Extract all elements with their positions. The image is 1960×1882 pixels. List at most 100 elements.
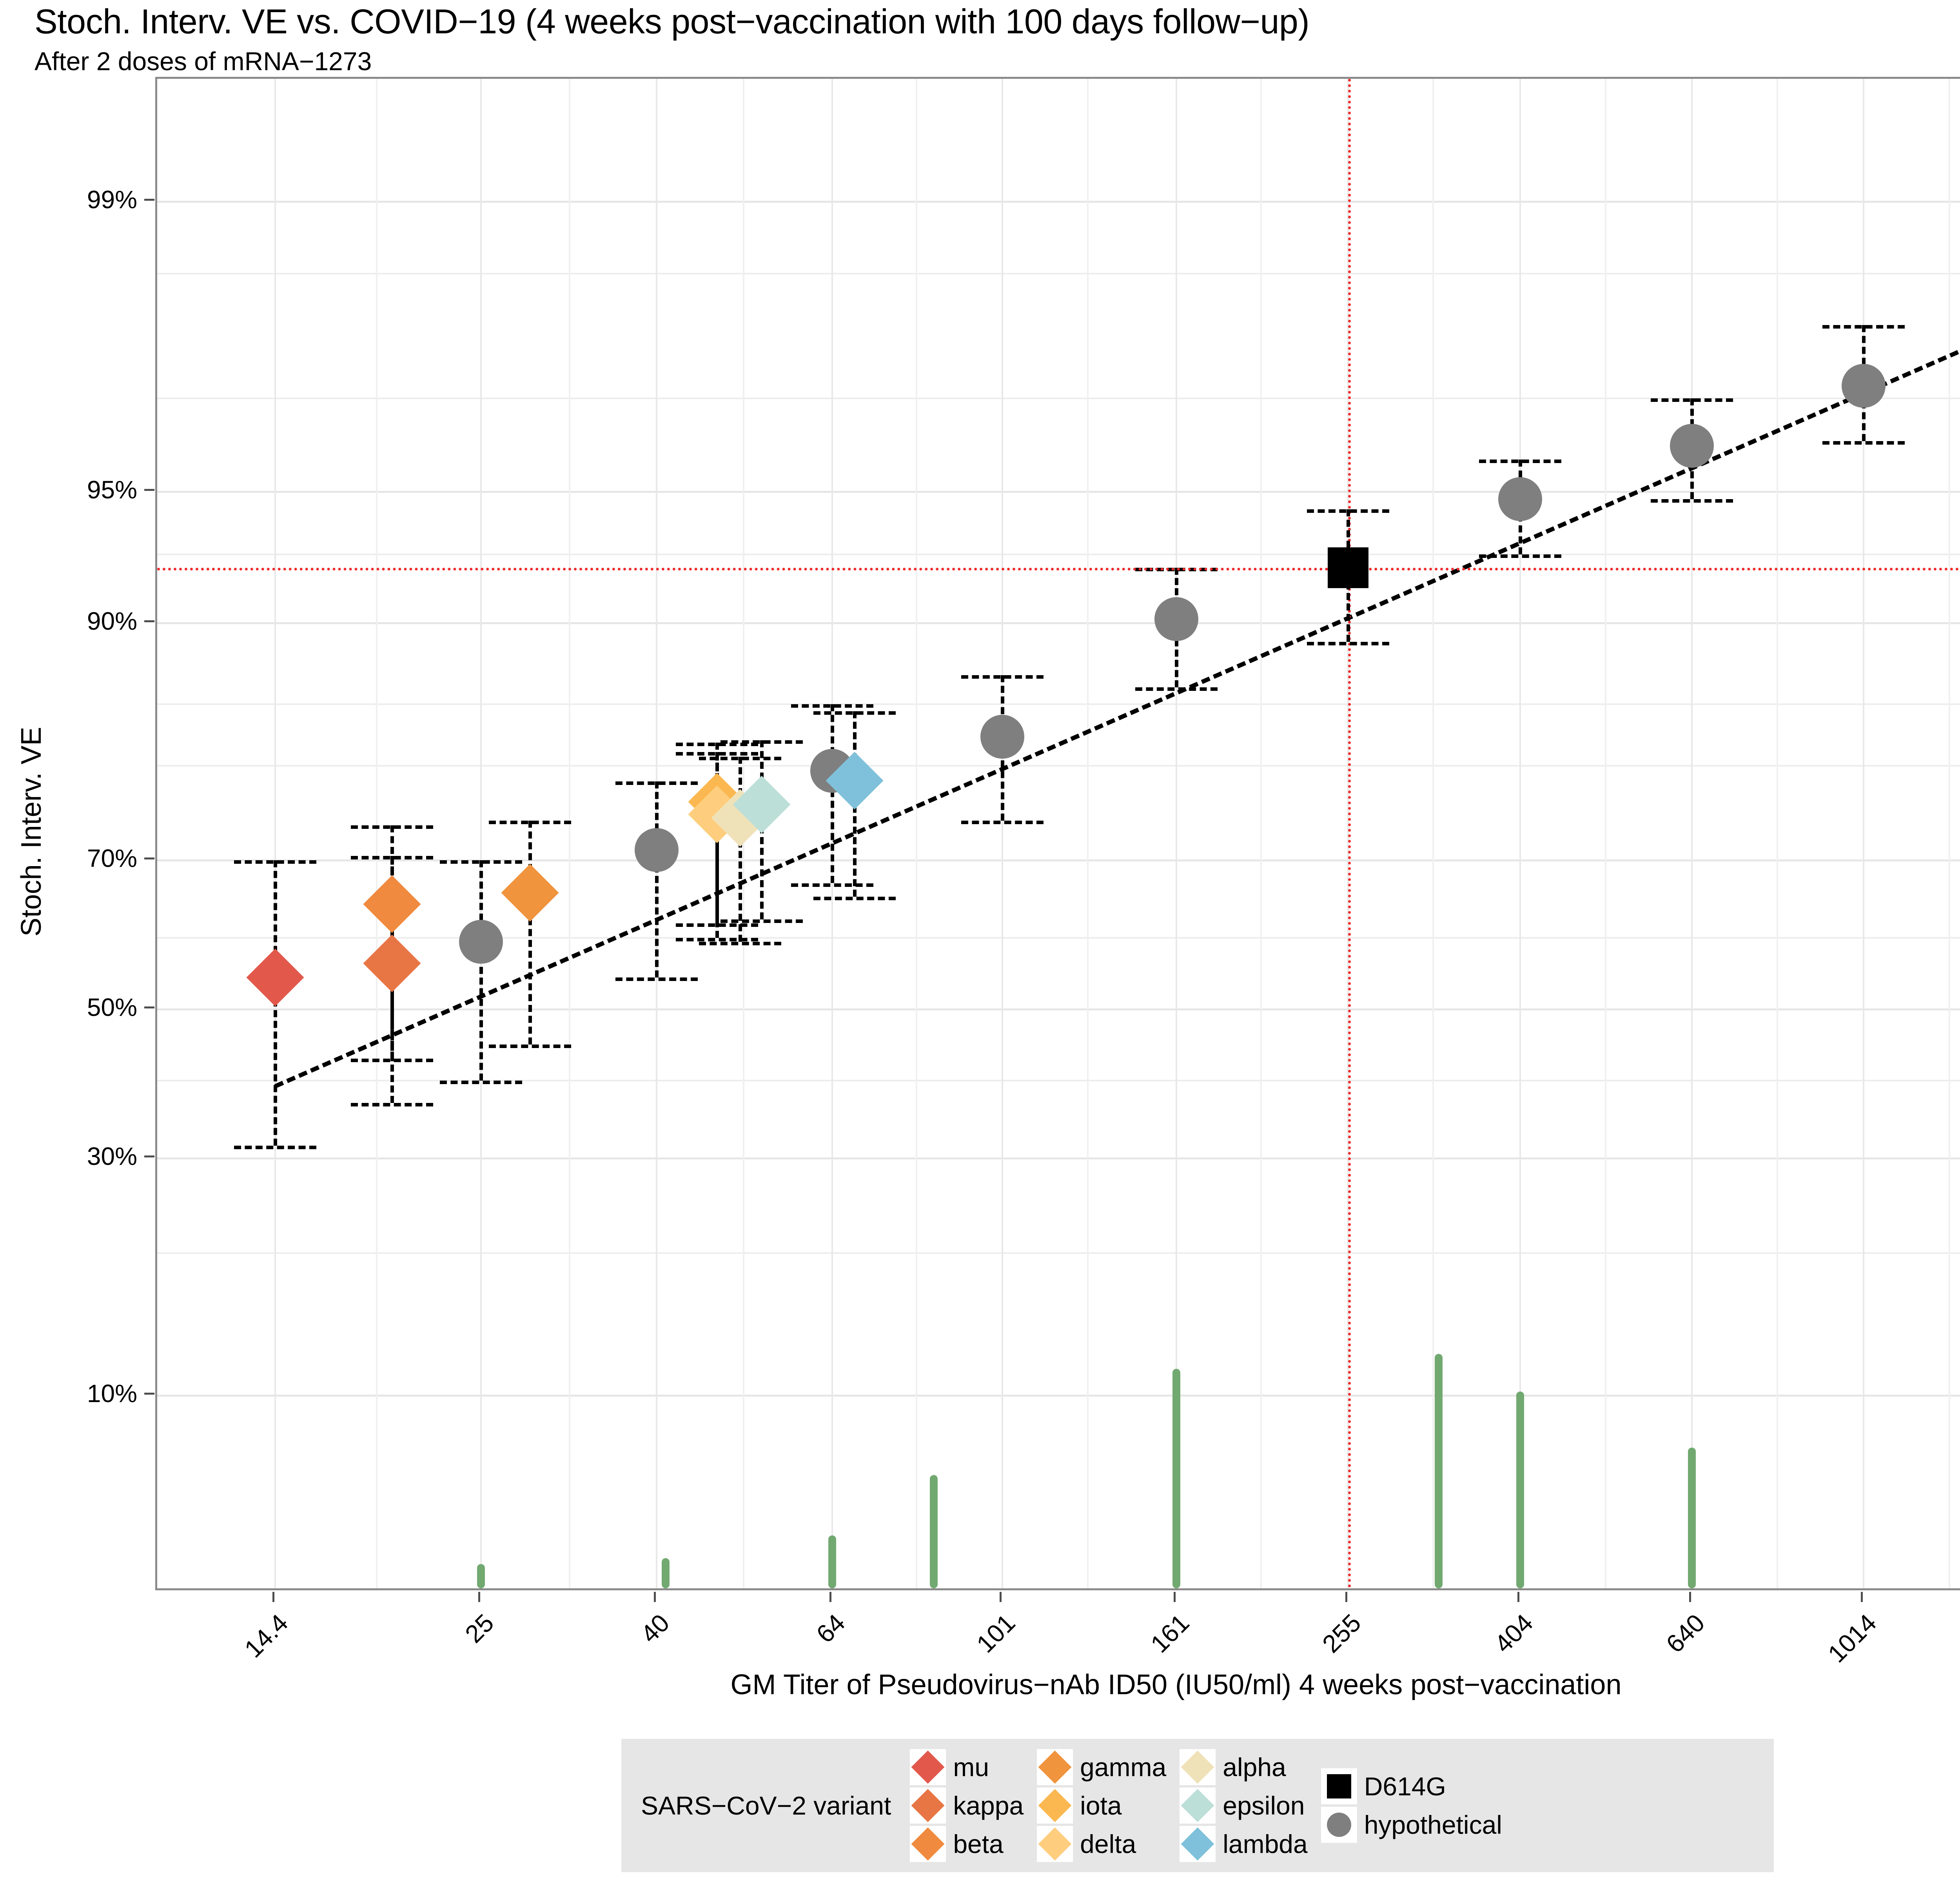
gridline-horizontal-minor <box>157 703 1960 705</box>
gridline-vertical <box>1002 79 1004 1588</box>
variant-errorbar-whisker <box>738 756 746 942</box>
x-tick-mark <box>272 1592 274 1602</box>
y-tick-label: 99% <box>87 185 137 214</box>
y-tick-label: 90% <box>87 607 137 635</box>
legend-key <box>1037 1826 1073 1862</box>
point-hypothetical[interactable] <box>634 828 679 872</box>
point-variant-mu[interactable] <box>246 948 304 1006</box>
legend-item-iota[interactable]: iota <box>1037 1786 1166 1825</box>
variant-errorbar-cap <box>351 1103 434 1106</box>
y-tick-label: 95% <box>87 476 137 504</box>
legend-item-gamma[interactable]: gamma <box>1037 1748 1166 1786</box>
y-tick-mark <box>144 199 154 201</box>
variant-errorbar-cap <box>813 711 896 715</box>
legend-label: epsilon <box>1223 1791 1305 1820</box>
variant-errorbar-cap <box>699 941 781 945</box>
gridline-horizontal <box>157 1008 1960 1011</box>
legend-item-alpha[interactable]: alpha <box>1180 1748 1307 1786</box>
legend-column: D614G hypothetical <box>1321 1748 1502 1863</box>
y-tick-label: 50% <box>87 993 137 1022</box>
legend-label: delta <box>1080 1829 1136 1858</box>
gridline-vertical-minor <box>1087 79 1089 1588</box>
y-tick-mark <box>144 1393 154 1395</box>
variant-errorbar-cap <box>675 743 758 747</box>
rug-bar <box>1435 1353 1443 1588</box>
legend-label: hypothetical <box>1364 1810 1502 1839</box>
variant-errorbar-cap <box>234 1146 316 1150</box>
legend-item-D614G[interactable]: D614G <box>1321 1767 1502 1806</box>
plot-panel <box>155 77 1960 1590</box>
hypothetical-errorbar-cap <box>791 883 873 887</box>
hypothetical-errorbar-whisker <box>830 704 838 883</box>
legend-item-beta[interactable]: beta <box>910 1825 1024 1863</box>
diamond-icon <box>1181 1789 1214 1822</box>
point-variant-gamma[interactable] <box>501 864 559 922</box>
gridline-vertical <box>1176 79 1178 1588</box>
legend-item-lambda[interactable]: lambda <box>1180 1825 1308 1863</box>
hypothetical-errorbar-cap <box>1822 325 1905 329</box>
y-tick-mark <box>144 620 154 622</box>
variant-errorbar-cap <box>675 938 758 942</box>
diamond-icon <box>1181 1750 1214 1784</box>
legend-key <box>1180 1749 1216 1785</box>
square-icon <box>1327 1774 1351 1798</box>
legend-key <box>1180 1788 1216 1824</box>
circle-icon <box>1327 1813 1351 1837</box>
hypothetical-errorbar-cap <box>1479 554 1561 558</box>
point-variant-kappa[interactable] <box>363 934 421 992</box>
gridline-horizontal <box>157 859 1960 862</box>
rug-bar <box>1516 1392 1524 1588</box>
gridline-horizontal <box>157 622 1960 624</box>
legend-item-epsilon[interactable]: epsilon <box>1180 1786 1307 1825</box>
legend-column: alpha epsilon lambda <box>1180 1748 1308 1863</box>
hypothetical-errorbar-cap <box>1479 460 1561 463</box>
point-hypothetical[interactable] <box>1842 363 1886 408</box>
gridline-vertical <box>274 79 276 1588</box>
variant-errorbar-cap <box>813 896 896 900</box>
hypothetical-errorbar-cap <box>615 977 698 981</box>
hypothetical-errorbar-cap <box>440 860 523 864</box>
d614g-errorbar-cap <box>1307 509 1390 513</box>
point-hypothetical[interactable] <box>1670 424 1714 468</box>
gridline-vertical-minor <box>1260 79 1262 1588</box>
legend-item-delta[interactable]: delta <box>1037 1825 1166 1863</box>
gridline-horizontal <box>157 491 1960 493</box>
hypothetical-errorbar-cap <box>1650 398 1733 402</box>
diamond-icon <box>1038 1789 1072 1822</box>
gridline-vertical-minor <box>1604 79 1606 1588</box>
reference-line-horizontal <box>157 567 1960 570</box>
gridline-horizontal-minor <box>157 1079 1960 1081</box>
point-d614g[interactable] <box>1328 547 1369 588</box>
point-hypothetical[interactable] <box>1498 477 1542 521</box>
point-hypothetical[interactable] <box>459 919 503 964</box>
legend-item-mu[interactable]: mu <box>910 1748 1024 1786</box>
gridline-horizontal-minor <box>157 273 1960 275</box>
hypothetical-errorbar-cap <box>791 704 873 708</box>
rug-bar <box>662 1558 670 1588</box>
point-hypothetical[interactable] <box>980 714 1025 759</box>
diamond-icon <box>1181 1827 1214 1861</box>
reference-line-vertical <box>1348 79 1351 1588</box>
diamond-icon <box>1038 1750 1072 1784</box>
trend-line <box>274 241 1960 1088</box>
gridline-vertical-minor <box>1432 79 1434 1588</box>
gridline-horizontal-minor <box>157 765 1960 767</box>
legend-key <box>1321 1807 1357 1843</box>
chart-title: Stoch. Interv. VE vs. COVID−19 (4 weeks … <box>34 2 1310 41</box>
x-tick-mark <box>1174 1592 1176 1602</box>
variant-errorbar-cap <box>699 756 781 760</box>
hypothetical-errorbar-cap <box>961 821 1044 825</box>
legend-key <box>910 1788 946 1824</box>
gridline-horizontal-minor <box>157 1252 1960 1254</box>
legend-item-hypothetical[interactable]: hypothetical <box>1321 1806 1502 1844</box>
point-variant-beta[interactable] <box>363 875 421 933</box>
gridline-horizontal <box>157 1157 1960 1159</box>
variant-errorbar-whisker <box>715 752 722 938</box>
x-tick-mark <box>1689 1592 1691 1602</box>
y-axis-title: Stoch. Interv. VE <box>16 727 47 937</box>
legend-key <box>1180 1826 1216 1862</box>
legend-label: beta <box>953 1829 1004 1858</box>
point-hypothetical[interactable] <box>1154 597 1199 641</box>
legend-item-kappa[interactable]: kappa <box>910 1786 1024 1825</box>
